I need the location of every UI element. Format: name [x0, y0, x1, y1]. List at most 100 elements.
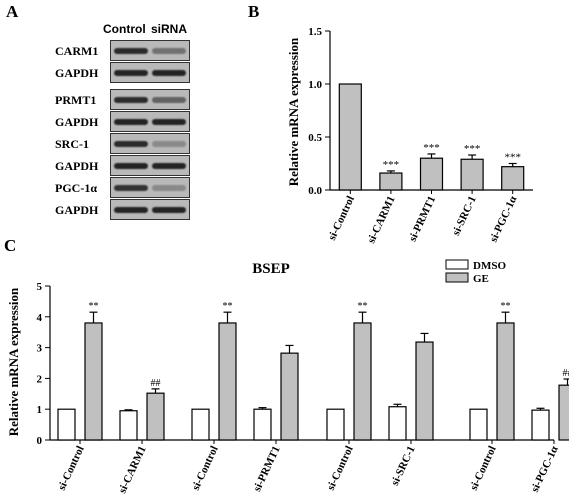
x-tick-label: si-SRC-1	[389, 444, 418, 487]
y-axis-title: Relative mRNA expression	[286, 37, 301, 186]
blot-row-label: CARM1	[55, 44, 99, 58]
bar-ge	[415, 341, 434, 441]
blot-band-control	[114, 207, 148, 213]
legend-swatch	[445, 272, 469, 283]
y-tick-label: 0	[37, 435, 43, 447]
blot-row-label: GAPDH	[55, 159, 99, 173]
blot-lane	[110, 111, 190, 132]
x-tick-label: si-PRMT1	[407, 194, 439, 243]
blot-band-control	[114, 185, 148, 191]
panel-label-c: C	[4, 236, 17, 255]
legend-swatch	[445, 259, 469, 270]
y-tick-label: 3	[37, 343, 43, 355]
x-tick-label: si-Control	[56, 444, 87, 492]
blot-band-sirna	[152, 97, 186, 103]
y-tick-label: 2	[37, 373, 43, 385]
significance-label: ***	[504, 152, 521, 164]
bar-ge	[558, 384, 569, 441]
blot-row-label: GAPDH	[55, 66, 99, 80]
y-axis-title: Relative mRNA expression	[6, 287, 21, 436]
bar-ge	[353, 322, 372, 441]
x-tick-label: si-Control	[326, 194, 357, 242]
blot-band-control	[114, 48, 148, 54]
blot-column-sirna: siRNA	[151, 22, 188, 36]
bar-dmso	[253, 408, 272, 441]
western-blot: Control siRNA CARM1 GAPDH PRMT1 GAPDH SRC-1 G…	[0, 0, 205, 225]
bar-dmso	[119, 410, 138, 441]
bar	[460, 158, 484, 191]
significance-label: ##	[151, 378, 161, 389]
y-tick-label: 1.0	[308, 79, 322, 91]
significance-label: ***	[383, 159, 400, 171]
panel-label-b: B	[248, 2, 260, 21]
y-tick-label: 0.5	[308, 132, 322, 144]
x-tick-label: si-Control	[468, 444, 499, 492]
x-tick-label: si-PGC-1α	[529, 443, 561, 494]
y-tick-label: 1.5	[308, 26, 322, 38]
blot-column-control: Control	[103, 22, 146, 36]
blot-band-sirna	[152, 70, 186, 76]
bar-dmso	[326, 408, 345, 441]
significance-label: **	[89, 301, 99, 312]
blot-band-control	[114, 141, 148, 147]
blot-lane	[110, 89, 190, 110]
blot-lane	[110, 62, 190, 83]
blot-lane	[110, 155, 190, 176]
x-tick-label: si-PGC-1α	[488, 193, 520, 244]
blot-row-label: PRMT1	[55, 93, 97, 107]
bar	[501, 166, 525, 191]
blot-lane	[110, 199, 190, 220]
bar-ge	[496, 322, 515, 441]
blot-band-control	[114, 97, 148, 103]
blot-band-sirna	[152, 119, 186, 125]
x-tick-label: si-PRMT1	[251, 444, 283, 493]
blot-band-sirna	[152, 185, 186, 191]
y-tick-label: 4	[37, 312, 43, 324]
y-tick-label: 1	[37, 404, 43, 416]
x-tick-label: si-CARM1	[365, 194, 397, 245]
significance-label: **	[223, 301, 233, 312]
blot-band-sirna	[152, 141, 186, 147]
blot-row-label: GAPDH	[55, 115, 99, 129]
bar-dmso	[469, 408, 488, 441]
bar-dmso	[57, 408, 76, 441]
blot-row-label: PGC-1α	[55, 181, 98, 195]
blot-band-control	[114, 163, 148, 169]
panel-label-a: A	[6, 2, 19, 21]
significance-label: **	[501, 301, 511, 312]
x-tick-label: si-Control	[325, 444, 356, 492]
blot-band-sirna	[152, 48, 186, 54]
blot-lane	[110, 133, 190, 154]
bar-ge	[218, 322, 237, 441]
legend-label: DMSO	[473, 260, 506, 272]
blot-band-control	[114, 70, 148, 76]
y-tick-label: 0.0	[308, 185, 322, 197]
y-tick-label: 5	[37, 281, 43, 293]
bar	[419, 157, 444, 191]
significance-label: ***	[423, 142, 440, 154]
bar-dmso	[191, 408, 210, 441]
bar-dmso	[531, 409, 550, 441]
legend-label: GE	[473, 273, 489, 285]
blot-band-sirna	[152, 163, 186, 169]
chart-title: BSEP	[252, 261, 290, 277]
significance-label: **	[358, 301, 368, 312]
bar-ge	[84, 322, 103, 441]
blot-band-sirna	[152, 207, 186, 213]
significance-label: ##	[563, 368, 569, 379]
x-tick-label: si-CARM1	[116, 444, 148, 495]
blot-lane	[110, 40, 190, 61]
bar-ge	[146, 392, 165, 441]
x-tick-label: si-SRC-1	[450, 194, 479, 237]
significance-label: ***	[464, 143, 481, 155]
bar-dmso	[388, 406, 407, 441]
bar	[379, 172, 403, 191]
bar	[338, 83, 362, 191]
blot-lane	[110, 177, 190, 198]
blot-row-label: GAPDH	[55, 203, 99, 217]
bar-ge	[280, 352, 299, 441]
blot-band-control	[114, 119, 148, 125]
x-tick-label: si-Control	[190, 444, 221, 492]
blot-row-label: SRC-1	[55, 137, 90, 151]
